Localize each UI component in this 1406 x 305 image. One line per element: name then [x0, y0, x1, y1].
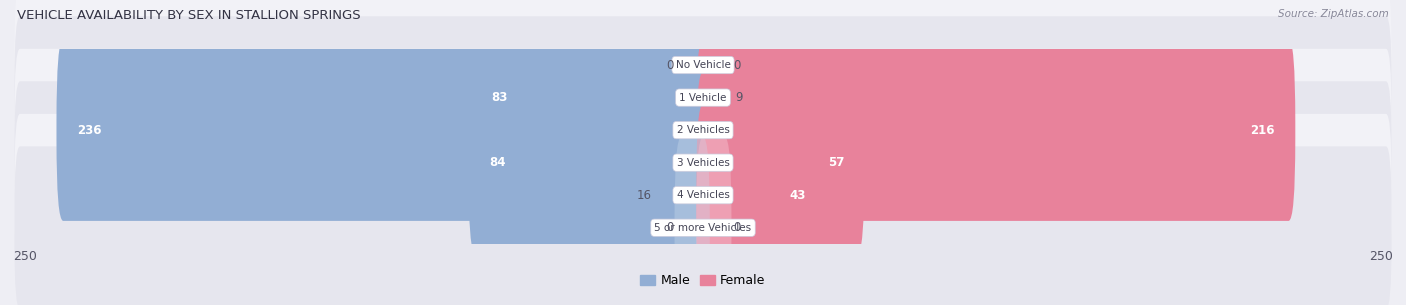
- Text: 5 or more Vehicles: 5 or more Vehicles: [654, 223, 752, 233]
- FancyBboxPatch shape: [696, 39, 1295, 221]
- Text: 43: 43: [790, 189, 806, 202]
- Text: 83: 83: [492, 91, 508, 104]
- Text: 4 Vehicles: 4 Vehicles: [676, 190, 730, 200]
- FancyBboxPatch shape: [468, 72, 710, 253]
- FancyBboxPatch shape: [696, 137, 731, 305]
- Text: 1 Vehicle: 1 Vehicle: [679, 93, 727, 102]
- FancyBboxPatch shape: [696, 7, 734, 188]
- FancyBboxPatch shape: [14, 81, 1392, 244]
- Text: 216: 216: [1250, 124, 1275, 137]
- FancyBboxPatch shape: [14, 146, 1392, 305]
- Text: 57: 57: [828, 156, 844, 169]
- FancyBboxPatch shape: [696, 0, 731, 156]
- Text: 3 Vehicles: 3 Vehicles: [676, 158, 730, 168]
- FancyBboxPatch shape: [696, 104, 827, 286]
- FancyBboxPatch shape: [652, 104, 710, 286]
- Text: 0: 0: [733, 59, 740, 72]
- FancyBboxPatch shape: [675, 0, 710, 156]
- Text: Source: ZipAtlas.com: Source: ZipAtlas.com: [1278, 9, 1389, 19]
- Text: 84: 84: [489, 156, 505, 169]
- Text: 0: 0: [733, 221, 740, 234]
- Legend: Male, Female: Male, Female: [636, 269, 770, 292]
- Text: 2 Vehicles: 2 Vehicles: [676, 125, 730, 135]
- FancyBboxPatch shape: [696, 72, 865, 253]
- FancyBboxPatch shape: [56, 39, 710, 221]
- FancyBboxPatch shape: [14, 16, 1392, 179]
- FancyBboxPatch shape: [14, 0, 1392, 146]
- FancyBboxPatch shape: [14, 49, 1392, 211]
- FancyBboxPatch shape: [471, 7, 710, 188]
- Text: 0: 0: [666, 59, 673, 72]
- Text: 236: 236: [77, 124, 101, 137]
- Text: 16: 16: [637, 189, 651, 202]
- FancyBboxPatch shape: [675, 137, 710, 305]
- Text: 0: 0: [666, 221, 673, 234]
- Text: VEHICLE AVAILABILITY BY SEX IN STALLION SPRINGS: VEHICLE AVAILABILITY BY SEX IN STALLION …: [17, 9, 360, 22]
- FancyBboxPatch shape: [14, 114, 1392, 277]
- Text: 9: 9: [735, 91, 742, 104]
- Text: No Vehicle: No Vehicle: [675, 60, 731, 70]
